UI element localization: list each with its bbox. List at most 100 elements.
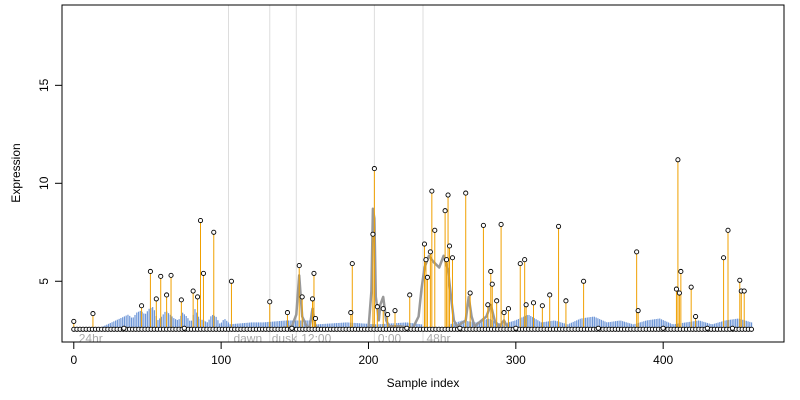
data-point	[660, 325, 666, 331]
stem-point	[463, 190, 469, 196]
annotation-label: 12:00	[301, 331, 331, 345]
annotation-label: 48hr	[426, 331, 450, 345]
stem-point	[429, 188, 435, 194]
data-point	[289, 325, 295, 331]
stem-point	[725, 227, 731, 233]
stem-point	[190, 288, 196, 294]
stem-point	[178, 297, 184, 303]
stem-point	[737, 277, 743, 283]
stem-point	[421, 241, 428, 247]
annotation-label: dusk	[272, 331, 298, 345]
stem-point	[139, 303, 145, 309]
stem-point	[158, 273, 164, 279]
stem-point	[467, 290, 473, 296]
stem-point	[485, 302, 491, 308]
stem-point	[267, 299, 273, 305]
point-series	[71, 157, 754, 332]
stem-point	[385, 312, 391, 318]
stem-point	[488, 268, 494, 275]
stem-point	[299, 294, 305, 300]
stem-point	[228, 278, 234, 284]
stem-point	[427, 249, 433, 255]
x-tick-label: 400	[653, 353, 673, 367]
stem-point	[374, 304, 380, 310]
stem-point	[517, 261, 523, 267]
stem-point	[407, 292, 413, 298]
data-point	[704, 325, 710, 331]
stem-point	[432, 227, 438, 233]
annotation-label: 0:00	[378, 331, 402, 345]
stem-point	[371, 166, 377, 172]
stem-point	[442, 208, 448, 214]
stem-point	[494, 298, 500, 304]
stem-point	[424, 274, 430, 280]
stem-point	[556, 223, 562, 229]
y-tick-label: 10	[37, 176, 51, 190]
stem-point	[498, 221, 504, 227]
stem-point	[446, 243, 453, 249]
stem-point	[721, 255, 727, 261]
stem-point	[147, 268, 153, 275]
stem-point	[675, 157, 681, 163]
stem-point	[312, 315, 318, 322]
data-point	[513, 325, 519, 331]
stem-point	[581, 278, 587, 284]
stem-point	[635, 308, 641, 314]
stem-point	[678, 268, 684, 275]
stem-point	[563, 298, 569, 304]
stem-point	[480, 222, 486, 228]
stem-point	[423, 257, 429, 263]
stem-point	[211, 229, 217, 235]
y-axis: 5 10 15	[37, 78, 63, 285]
stem-point	[195, 294, 201, 300]
stem-point	[392, 308, 398, 314]
data-point	[595, 325, 601, 331]
stem-point	[522, 257, 528, 263]
stem-point	[153, 296, 159, 302]
stem-point	[523, 302, 529, 308]
x-tick-label: 200	[358, 353, 378, 367]
stem-point	[741, 288, 747, 294]
data-point	[121, 325, 127, 331]
x-tick-label: 300	[506, 353, 526, 367]
x-axis: 0 100 200 300 400	[70, 341, 674, 367]
stem-point	[539, 303, 545, 309]
stem-point	[309, 296, 316, 302]
x-axis-label: Sample index	[387, 376, 460, 390]
data-point	[457, 325, 463, 331]
stem-point	[547, 292, 553, 298]
stem-point	[370, 231, 376, 237]
stem-point	[505, 306, 512, 312]
stem-point	[90, 311, 96, 317]
x-tick-label: 0	[70, 353, 77, 367]
stem-point	[673, 286, 679, 292]
stem-point	[164, 292, 170, 298]
y-tick-label: 15	[37, 78, 51, 92]
stem-point	[71, 318, 77, 324]
stem-point	[200, 270, 207, 276]
stem-point	[489, 281, 495, 287]
stem-point	[348, 310, 354, 316]
stem-point	[380, 306, 386, 312]
stem-point	[444, 257, 450, 263]
data-point	[729, 325, 735, 331]
stem-point	[688, 284, 694, 290]
annotation-label: dawn	[233, 331, 262, 345]
y-tick-label: 5	[37, 278, 51, 285]
annotation-label: 24hr	[79, 331, 103, 345]
baseline-point	[748, 326, 754, 332]
data-point	[404, 325, 410, 331]
x-tick-label: 100	[211, 353, 231, 367]
stem-point	[284, 310, 290, 316]
stem-point	[311, 270, 317, 276]
stem-point	[693, 313, 699, 320]
data-point	[181, 325, 187, 331]
stem-point	[501, 310, 507, 316]
stem-point	[168, 272, 174, 278]
y-axis-label: Expression	[9, 143, 23, 202]
stem-point	[634, 249, 640, 255]
stem-point	[445, 192, 451, 198]
stem-point	[197, 217, 204, 224]
